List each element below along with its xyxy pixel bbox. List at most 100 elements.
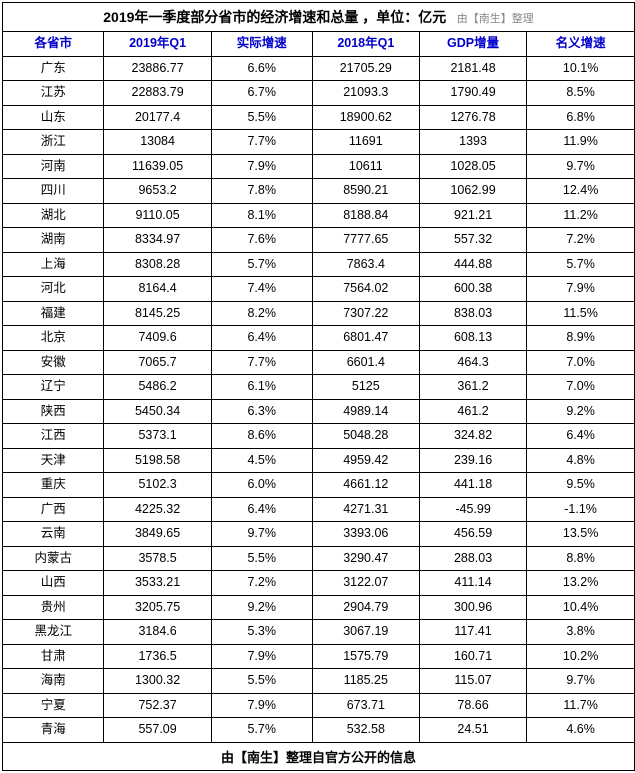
table-cell: 10.4% xyxy=(527,595,634,620)
table-cell: 11.5% xyxy=(527,301,634,326)
table-row: 湖北9110.058.1%8188.84921.2111.2% xyxy=(3,203,634,228)
table-cell: 青海 xyxy=(3,718,104,742)
table-cell: 辽宁 xyxy=(3,375,104,400)
table-cell: 8188.84 xyxy=(312,203,419,228)
table-cell: 9.2% xyxy=(527,399,634,424)
table-cell: 福建 xyxy=(3,301,104,326)
table-cell: 广西 xyxy=(3,497,104,522)
table-cell: 2904.79 xyxy=(312,595,419,620)
table-cell: 8308.28 xyxy=(104,252,211,277)
table-container: 2019年一季度部分省市的经济增速和总量 ，单位：亿元 由【南生】整理 各省市2… xyxy=(2,2,635,771)
table-cell: 5.3% xyxy=(211,620,312,645)
title-source: 由【南生】整理 xyxy=(457,13,534,25)
table-row: 河南11639.057.9%106111028.059.7% xyxy=(3,154,634,179)
table-cell: 江西 xyxy=(3,424,104,449)
table-cell: 3184.6 xyxy=(104,620,211,645)
table-cell: 5102.3 xyxy=(104,473,211,498)
table-row: 宁夏752.377.9%673.7178.6611.7% xyxy=(3,693,634,718)
table-cell: 608.13 xyxy=(419,326,526,351)
table-cell: 6.4% xyxy=(211,326,312,351)
table-cell: -45.99 xyxy=(419,497,526,522)
table-cell: 1736.5 xyxy=(104,644,211,669)
table-cell: 4989.14 xyxy=(312,399,419,424)
table-cell: 7.9% xyxy=(211,154,312,179)
table-cell: 117.41 xyxy=(419,620,526,645)
table-cell: 300.96 xyxy=(419,595,526,620)
table-cell: 8.8% xyxy=(527,546,634,571)
table-cell: 921.21 xyxy=(419,203,526,228)
table-cell: 7.6% xyxy=(211,228,312,253)
table-cell: 贵州 xyxy=(3,595,104,620)
table-cell: 1393 xyxy=(419,130,526,155)
table-cell: 1028.05 xyxy=(419,154,526,179)
table-row: 四川9653.27.8%8590.211062.9912.4% xyxy=(3,179,634,204)
data-table: 各省市2019年Q1实际增速2018年Q1GDP增量名义增速 广东23886.7… xyxy=(3,32,634,742)
table-cell: 4.6% xyxy=(527,718,634,742)
table-cell: 7.9% xyxy=(527,277,634,302)
table-cell: 11.7% xyxy=(527,693,634,718)
table-cell: 9.7% xyxy=(527,154,634,179)
table-row: 北京7409.66.4%6801.47608.138.9% xyxy=(3,326,634,351)
table-cell: 21093.3 xyxy=(312,81,419,106)
table-row: 黑龙江3184.65.3%3067.19117.413.8% xyxy=(3,620,634,645)
table-cell: -1.1% xyxy=(527,497,634,522)
table-cell: 557.09 xyxy=(104,718,211,742)
table-cell: 云南 xyxy=(3,522,104,547)
table-cell: 11.9% xyxy=(527,130,634,155)
table-cell: 7.2% xyxy=(211,571,312,596)
table-cell: 11691 xyxy=(312,130,419,155)
table-cell: 7777.65 xyxy=(312,228,419,253)
table-cell: 600.38 xyxy=(419,277,526,302)
table-cell: 361.2 xyxy=(419,375,526,400)
table-cell: 21705.29 xyxy=(312,56,419,81)
table-cell: 23886.77 xyxy=(104,56,211,81)
title-main: 2019年一季度部分省市的经济增速和总量 ，单位：亿元 xyxy=(103,9,446,25)
table-cell: 6.7% xyxy=(211,81,312,106)
table-cell: 甘肃 xyxy=(3,644,104,669)
table-cell: 444.88 xyxy=(419,252,526,277)
table-cell: 8.1% xyxy=(211,203,312,228)
table-cell: 7.7% xyxy=(211,350,312,375)
table-cell: 7.9% xyxy=(211,644,312,669)
table-row: 天津5198.584.5%4959.42239.164.8% xyxy=(3,448,634,473)
table-cell: 江苏 xyxy=(3,81,104,106)
table-row: 内蒙古3578.55.5%3290.47288.038.8% xyxy=(3,546,634,571)
table-cell: 1575.79 xyxy=(312,644,419,669)
table-cell: 7065.7 xyxy=(104,350,211,375)
table-cell: 5.7% xyxy=(211,252,312,277)
table-cell: 24.51 xyxy=(419,718,526,742)
table-cell: 456.59 xyxy=(419,522,526,547)
table-row: 云南3849.659.7%3393.06456.5913.5% xyxy=(3,522,634,547)
table-cell: 1062.99 xyxy=(419,179,526,204)
table-cell: 5.5% xyxy=(211,546,312,571)
table-cell: 461.2 xyxy=(419,399,526,424)
table-cell: 5.7% xyxy=(527,252,634,277)
table-cell: 黑龙江 xyxy=(3,620,104,645)
table-cell: 山东 xyxy=(3,105,104,130)
table-cell: 湖南 xyxy=(3,228,104,253)
table-cell: 四川 xyxy=(3,179,104,204)
table-cell: 160.71 xyxy=(419,644,526,669)
table-cell: 2181.48 xyxy=(419,56,526,81)
table-cell: 8590.21 xyxy=(312,179,419,204)
table-cell: 1300.32 xyxy=(104,669,211,694)
table-row: 上海8308.285.7%7863.4444.885.7% xyxy=(3,252,634,277)
table-cell: 3849.65 xyxy=(104,522,211,547)
table-cell: 广东 xyxy=(3,56,104,81)
table-cell: 河北 xyxy=(3,277,104,302)
table-row: 山西3533.217.2%3122.07411.1413.2% xyxy=(3,571,634,596)
table-cell: 11639.05 xyxy=(104,154,211,179)
table-cell: 8.9% xyxy=(527,326,634,351)
column-header: 实际增速 xyxy=(211,32,312,56)
table-cell: 4959.42 xyxy=(312,448,419,473)
table-cell: 752.37 xyxy=(104,693,211,718)
table-cell: 239.16 xyxy=(419,448,526,473)
column-header: 名义增速 xyxy=(527,32,634,56)
table-cell: 重庆 xyxy=(3,473,104,498)
table-cell: 湖北 xyxy=(3,203,104,228)
table-cell: 河南 xyxy=(3,154,104,179)
table-cell: 3533.21 xyxy=(104,571,211,596)
column-header: 2018年Q1 xyxy=(312,32,419,56)
table-row: 浙江130847.7%11691139311.9% xyxy=(3,130,634,155)
table-cell: 10.1% xyxy=(527,56,634,81)
